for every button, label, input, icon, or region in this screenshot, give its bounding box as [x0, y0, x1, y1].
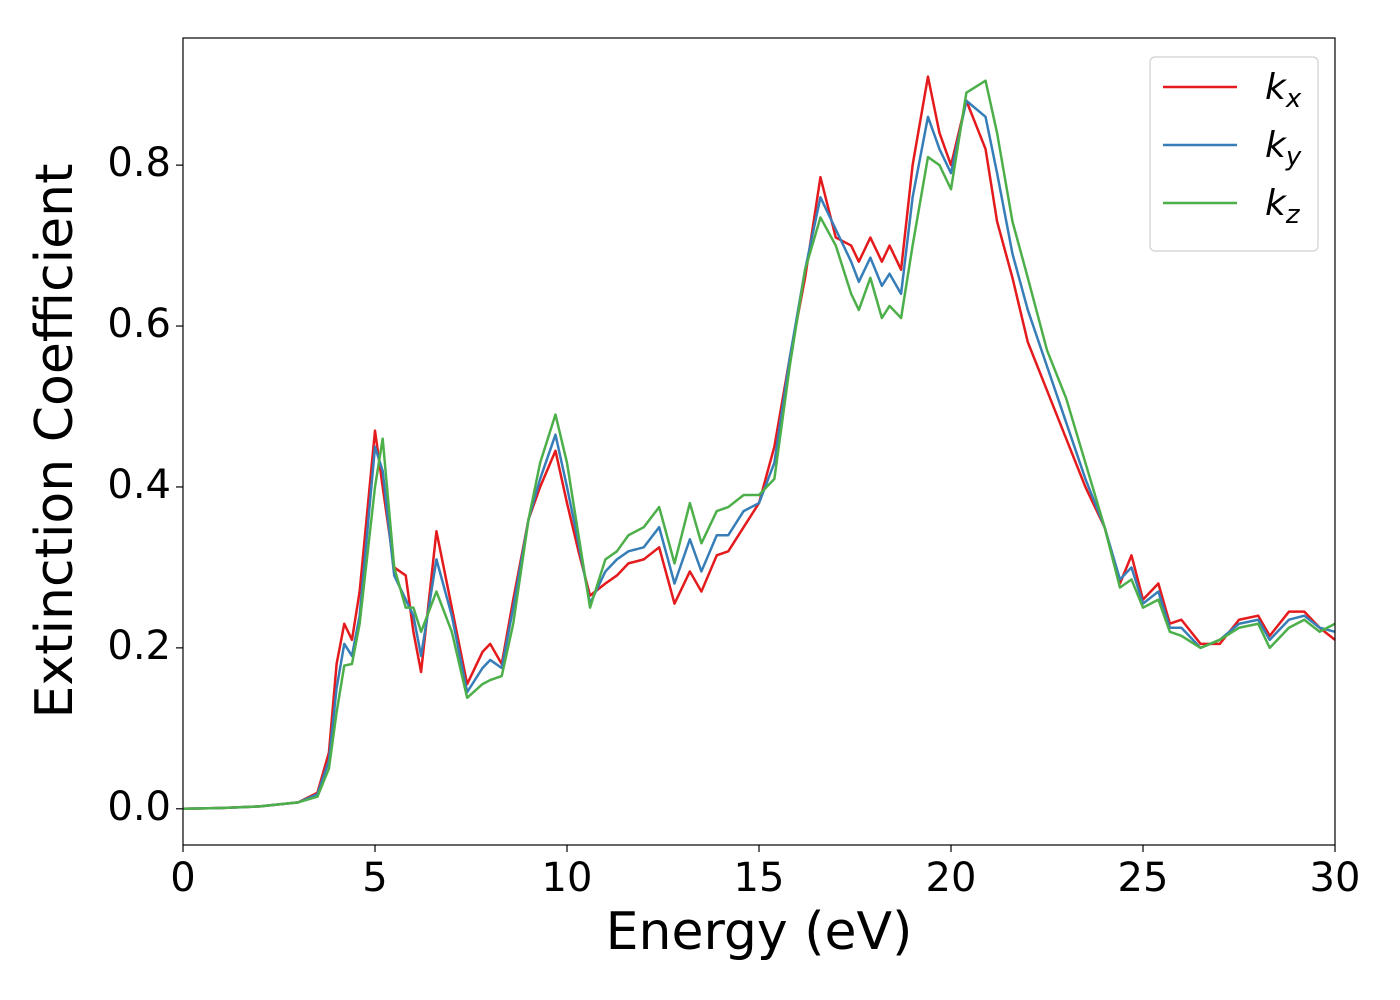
plot-frame — [182, 37, 1336, 846]
x-tick-label: 5 — [362, 855, 387, 901]
series-line — [182, 79, 1336, 811]
x-tick-label: 15 — [734, 855, 785, 901]
legend-label: kz — [1265, 183, 1301, 230]
series-line — [182, 75, 1336, 811]
x-axis-label: Energy (eV) — [606, 902, 913, 962]
x-tick-label: 0 — [170, 855, 195, 901]
y-tick-label: 0.4 — [107, 462, 171, 508]
x-tick-label: 25 — [1118, 855, 1169, 901]
y-tick-label: 0.2 — [107, 623, 171, 669]
legend-label: ky — [1265, 125, 1302, 172]
x-tick-label: 30 — [1310, 855, 1361, 901]
y-tick-label: 0.0 — [107, 784, 171, 830]
series-line — [182, 99, 1336, 811]
x-tick-label: 20 — [926, 855, 977, 901]
legend-label: kx — [1265, 67, 1302, 114]
x-tick-label: 10 — [542, 855, 593, 901]
y-tick-label: 0.8 — [107, 140, 171, 186]
y-axis-label: Extinction Coefficient — [25, 164, 85, 719]
y-tick-label: 0.6 — [107, 301, 171, 347]
